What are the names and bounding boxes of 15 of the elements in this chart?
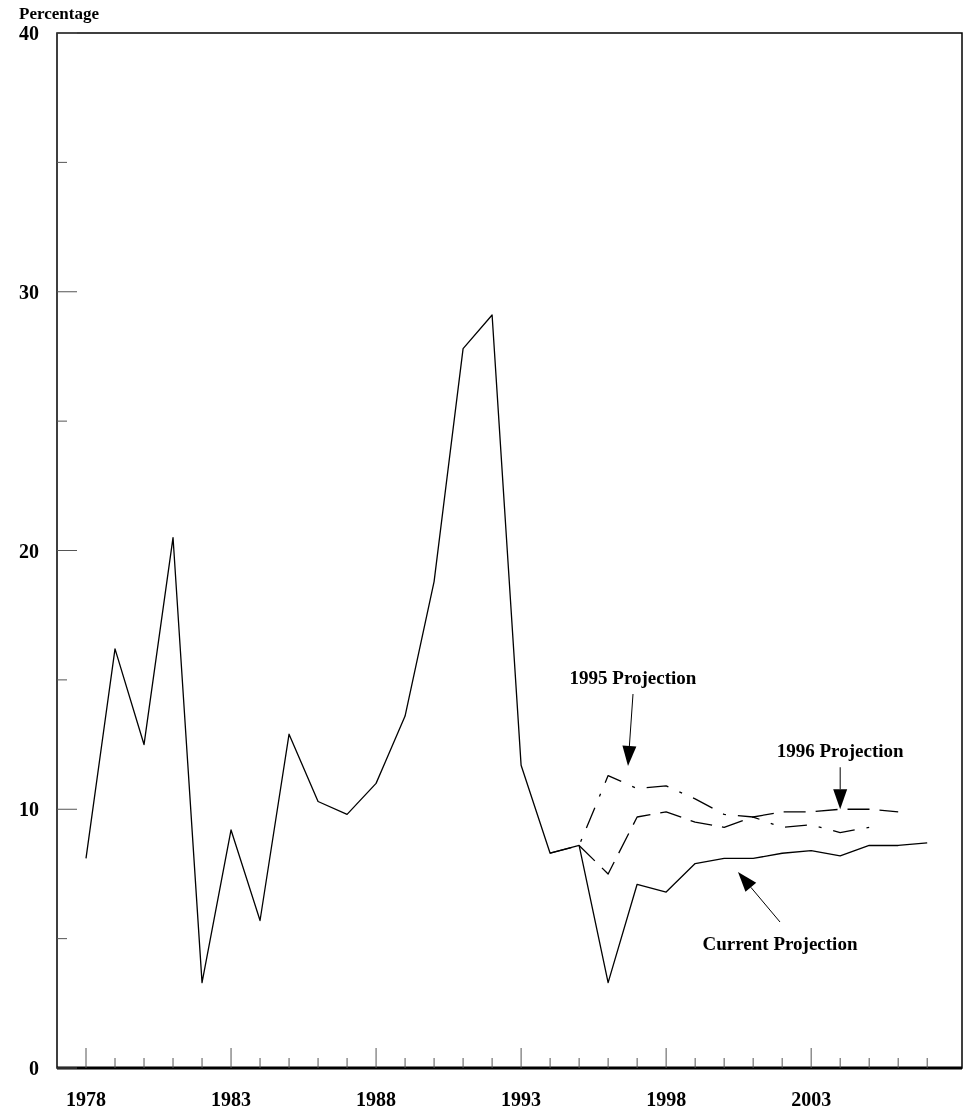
x-tick-label: 1998 (646, 1088, 687, 1110)
x-tick-label: 1993 (501, 1088, 542, 1110)
annotation: Current Projection (702, 933, 858, 954)
annotation: 1995 Projection (569, 667, 697, 688)
y-tick-label: 30 (19, 280, 39, 303)
y-tick-label: 10 (19, 798, 39, 821)
x-tick-label: 1983 (211, 1088, 252, 1110)
y-tick-label: 20 (19, 539, 39, 562)
y-tick-label: 0 (29, 1057, 39, 1079)
y-axis-title: Percentage (19, 4, 100, 23)
y-tick-label: 40 (19, 22, 39, 44)
x-tick-label: 1978 (66, 1088, 107, 1110)
annotation: 1996 Projection (776, 740, 905, 762)
x-tick-label: 1988 (356, 1088, 397, 1110)
x-tick-label: 2003 (791, 1088, 832, 1110)
